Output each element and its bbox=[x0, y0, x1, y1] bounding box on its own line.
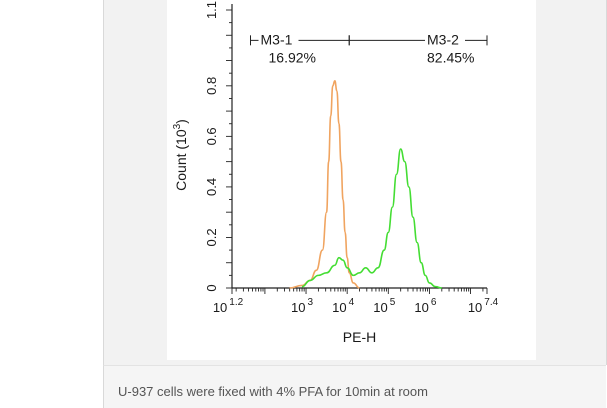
series-line-2 bbox=[301, 148, 442, 289]
y-tick-label: 0.8 bbox=[204, 77, 219, 95]
caption-bar: U-937 cells were fixed with 4% PFA for 1… bbox=[103, 365, 606, 408]
y-tick-label: 0.4 bbox=[204, 178, 219, 196]
x-tick-label: 10 3 bbox=[291, 297, 313, 315]
x-tick-label: 10 1.2 bbox=[213, 297, 244, 315]
x-tick-label: 10 7.4 bbox=[468, 297, 499, 315]
x-tick-label: 10 4 bbox=[332, 297, 354, 315]
y-axis-title: Count (103) bbox=[172, 119, 189, 191]
axis-labels-group: 10 1.2 10 3 10 4 10 5 10 6 10 7.4 0 0.2 0.4 0.6 0.8 1.1 Co… bbox=[172, 1, 499, 345]
series-line-1 bbox=[289, 79, 360, 289]
gate-name-2: M3-2 bbox=[427, 31, 459, 47]
figure-caption: U-937 cells were fixed with 4% PFA for 1… bbox=[118, 384, 428, 399]
gate-name-1: M3-1 bbox=[261, 31, 293, 47]
series-group bbox=[289, 79, 442, 289]
axes-group bbox=[226, 4, 488, 294]
x-axis-title: PE-H bbox=[343, 329, 376, 345]
y-tick-label: 0 bbox=[204, 284, 219, 291]
y-tick-label: 0.2 bbox=[204, 228, 219, 246]
gate-percent-2: 82.45% bbox=[427, 49, 474, 65]
y-tick-label: 1.1 bbox=[204, 1, 219, 19]
y-tick-label: 0.6 bbox=[204, 127, 219, 145]
gate-label-background-1 bbox=[258, 31, 299, 48]
x-tick-label: 10 6 bbox=[414, 297, 436, 315]
gate-percent-1: 16.92% bbox=[269, 49, 316, 65]
figure-panel bbox=[167, 0, 536, 360]
x-tick-label: 10 5 bbox=[373, 297, 395, 315]
gate-label-background-2 bbox=[425, 31, 465, 48]
